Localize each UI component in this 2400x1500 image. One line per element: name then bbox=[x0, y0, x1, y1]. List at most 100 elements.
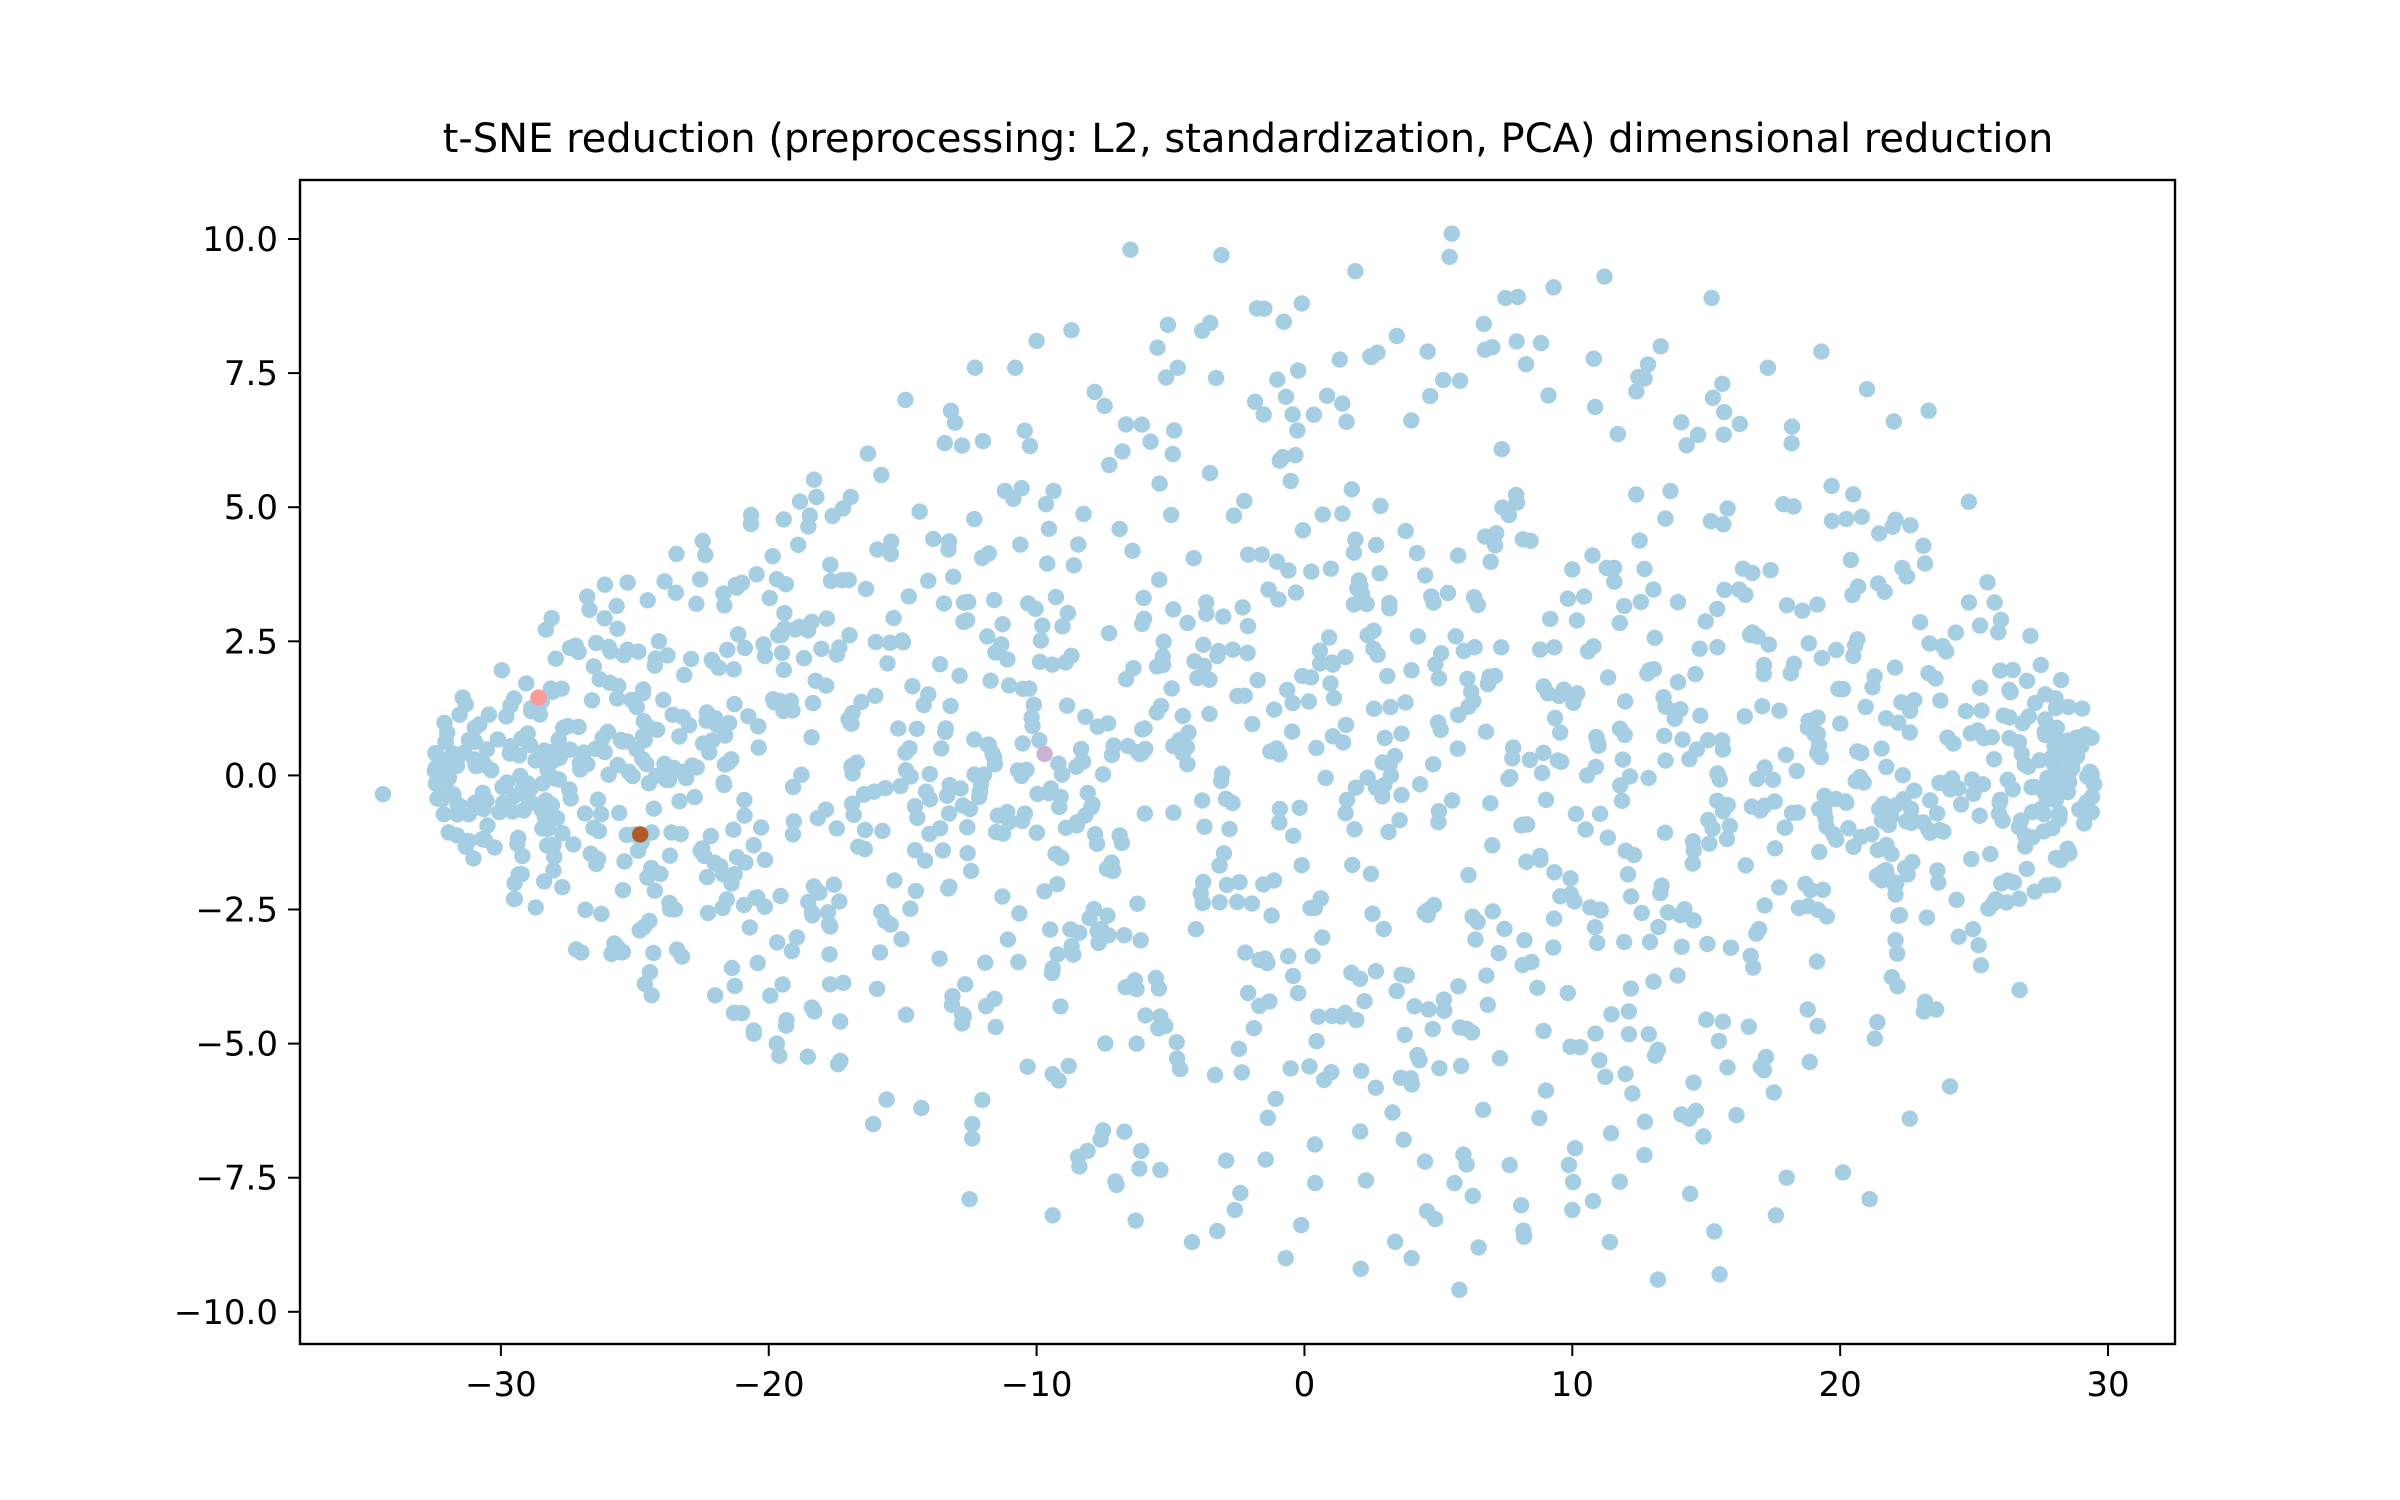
scatter-point bbox=[1748, 770, 1766, 788]
scatter-point bbox=[1225, 507, 1243, 524]
scatter-point bbox=[1302, 669, 1320, 686]
scatter-point bbox=[1567, 805, 1585, 823]
scatter-point bbox=[1427, 1211, 1444, 1228]
scatter-point bbox=[1065, 557, 1083, 574]
scatter-point bbox=[1605, 559, 1623, 576]
scatter-point bbox=[1546, 709, 1564, 727]
scatter-point bbox=[1243, 895, 1261, 912]
scatter-point bbox=[1849, 631, 1866, 648]
scatter-point bbox=[1165, 804, 1182, 821]
scatter-point bbox=[1303, 563, 1320, 580]
scatter-point bbox=[800, 518, 817, 535]
scatter-point bbox=[1221, 820, 1238, 838]
scatter-point bbox=[534, 820, 551, 837]
scatter-point bbox=[1564, 561, 1581, 578]
scatter-point bbox=[1259, 1109, 1277, 1127]
scatter-point bbox=[1127, 1212, 1144, 1229]
scatter-point bbox=[1873, 812, 1891, 829]
scatter-point bbox=[1019, 595, 1037, 612]
scatter-point bbox=[1387, 1233, 1404, 1251]
scatter-point bbox=[1244, 715, 1261, 733]
scatter-point bbox=[1866, 668, 1883, 685]
scatter-point bbox=[1060, 1057, 1077, 1075]
scatter-point bbox=[916, 852, 934, 869]
scatter-point bbox=[803, 729, 820, 746]
scatter-point bbox=[1054, 618, 1071, 635]
scatter-point bbox=[478, 741, 496, 758]
scatter-point bbox=[1685, 1074, 1702, 1091]
scatter-point bbox=[476, 831, 493, 848]
scatter-point bbox=[1195, 873, 1212, 891]
scatter-point bbox=[1662, 482, 1679, 500]
scatter-point bbox=[1201, 464, 1219, 482]
scatter-point bbox=[1542, 610, 1559, 628]
scatter-point bbox=[902, 900, 919, 917]
scatter-point bbox=[667, 584, 684, 601]
scatter-point bbox=[1650, 918, 1667, 936]
scatter-point bbox=[1991, 794, 2008, 811]
scatter-point bbox=[831, 893, 848, 910]
scatter-point bbox=[1873, 740, 1890, 757]
scatter-point bbox=[2001, 681, 2018, 699]
scatter-point bbox=[1932, 692, 1949, 709]
scatter-point bbox=[1443, 225, 1461, 242]
y-tick-label: 10.0 bbox=[202, 220, 278, 260]
scatter-point bbox=[688, 759, 705, 776]
scatter-point bbox=[1611, 1173, 1629, 1190]
scatter-point bbox=[908, 720, 926, 737]
scatter-point bbox=[1657, 510, 1674, 527]
scatter-point bbox=[1957, 703, 1975, 720]
scatter-point bbox=[1809, 725, 1827, 743]
scatter-point bbox=[1736, 708, 1754, 725]
scatter-point bbox=[1166, 422, 1183, 439]
scatter-point bbox=[572, 761, 589, 778]
scatter-point bbox=[1828, 641, 1845, 659]
scatter-point bbox=[1411, 776, 1429, 793]
scatter-point bbox=[1486, 537, 1504, 554]
scatter-point bbox=[1622, 980, 1640, 997]
scatter-point bbox=[740, 708, 757, 725]
scatter-point bbox=[1229, 687, 1246, 705]
scatter-point bbox=[1518, 853, 1535, 870]
scatter-point bbox=[768, 1035, 785, 1052]
scatter-point bbox=[543, 609, 560, 627]
scatter-point bbox=[1059, 604, 1077, 622]
scatter-point bbox=[1369, 646, 1386, 663]
scatter-point bbox=[1619, 866, 1637, 883]
scatter-point bbox=[1450, 547, 1467, 564]
scatter-point bbox=[1320, 629, 1338, 646]
scatter-point bbox=[1514, 816, 1531, 833]
scatter-point bbox=[1283, 723, 1301, 740]
scatter-point bbox=[776, 604, 793, 622]
scatter-point bbox=[1353, 1062, 1370, 1080]
scatter-point bbox=[1834, 680, 1852, 698]
scatter-point bbox=[1709, 765, 1726, 782]
scatter-point bbox=[913, 1099, 930, 1117]
scatter-point bbox=[1267, 1090, 1284, 1108]
scatter-point bbox=[999, 803, 1016, 821]
scatter-point bbox=[1108, 1176, 1125, 1194]
scatter-point bbox=[585, 658, 602, 675]
scatter-point bbox=[871, 944, 889, 961]
scatter-point bbox=[904, 678, 921, 695]
scatter-point bbox=[591, 671, 608, 688]
scatter-point bbox=[1875, 795, 1892, 813]
scatter-point bbox=[433, 791, 451, 808]
scatter-point bbox=[1783, 804, 1801, 822]
scatter-point bbox=[962, 862, 980, 880]
scatter-point bbox=[1287, 584, 1305, 601]
scatter-point bbox=[493, 662, 510, 679]
scatter-point bbox=[1669, 967, 1686, 984]
scatter-point bbox=[749, 889, 766, 906]
scatter-point bbox=[1155, 633, 1172, 650]
scatter-point bbox=[1844, 586, 1861, 604]
scatter-point bbox=[1811, 843, 1828, 861]
scatter-point bbox=[1601, 1233, 1619, 1251]
scatter-point bbox=[1559, 984, 1577, 1002]
scatter-point bbox=[1514, 956, 1531, 974]
scatter-point bbox=[1063, 322, 1080, 339]
scatter-point bbox=[1888, 874, 1905, 892]
scatter-point bbox=[1365, 700, 1383, 717]
scatter-point bbox=[1545, 279, 1562, 296]
scatter-point bbox=[593, 806, 610, 823]
